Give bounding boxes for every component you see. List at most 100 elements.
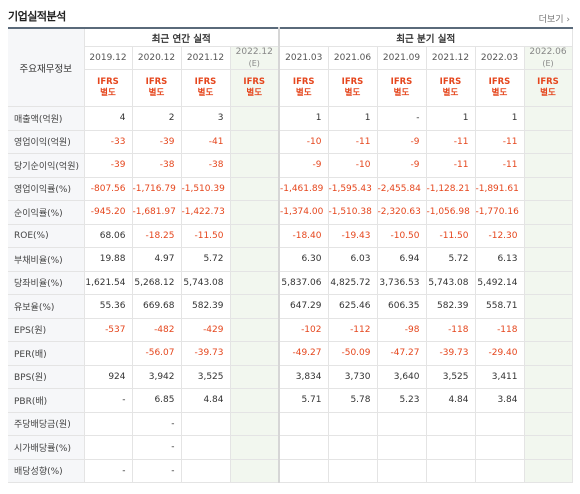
value-cell: -945.20: [84, 200, 133, 225]
value-cell: [230, 224, 280, 248]
value-cell: [524, 200, 573, 225]
row-label[interactable]: 영업이익(억원): [8, 130, 85, 154]
table-row: 유보율(%) 55.36 669.68 582.39 647.29 625.46 606.3…: [8, 294, 573, 319]
accounting-standard-label: IFRS 별도: [230, 69, 280, 107]
accounting-standard-label: IFRS 별도: [524, 69, 573, 107]
value-cell: -1,891.61: [475, 176, 525, 201]
row-label[interactable]: 당기순이익(억원): [8, 153, 85, 178]
row-label[interactable]: 매출액(억원): [8, 106, 85, 131]
value-cell: 6.13: [475, 247, 525, 272]
row-label[interactable]: 순이익률(%): [8, 200, 85, 225]
row-label[interactable]: 유보율(%): [8, 294, 85, 319]
value-cell: -12.30: [475, 224, 525, 248]
table-row: PBR(배) -6.85 4.84 5.71 5.78 5.23 4.84 3.84: [8, 388, 573, 413]
value-cell: -10: [328, 153, 378, 178]
value-cell: [84, 435, 133, 460]
value-cell: [230, 294, 280, 319]
separate-basis-text: 별도: [344, 88, 361, 98]
quarter-group-header: 최근 분기 실적: [279, 27, 573, 47]
value-cell: -49.27: [279, 341, 329, 366]
value-cell: -: [84, 388, 133, 413]
value-cell: [377, 411, 427, 436]
value-cell: 5.71: [279, 388, 329, 413]
value-cell: [524, 224, 573, 248]
value-cell: [524, 317, 573, 342]
annual-group-header: 최근 연간 실적: [84, 27, 280, 47]
value-cell: 6.30: [279, 247, 329, 272]
row-label[interactable]: 당좌비율(%): [8, 271, 85, 295]
value-cell: [279, 435, 329, 460]
value-cell: [230, 153, 280, 178]
value-cell: [230, 459, 280, 483]
value-cell: -1,510.39: [181, 176, 231, 201]
value-cell: -38: [132, 153, 182, 178]
value-cell: -537: [84, 317, 133, 342]
value-cell: 2: [132, 106, 182, 131]
value-cell: -: [132, 459, 182, 483]
value-cell: [426, 459, 476, 483]
value-cell: -1,770.16: [475, 200, 525, 225]
value-cell: -38: [181, 153, 231, 178]
value-cell: [524, 435, 573, 460]
row-label[interactable]: 주당배당금(원): [8, 411, 85, 436]
ifrs-text: IFRS: [390, 77, 413, 87]
row-label[interactable]: ROE(%): [8, 224, 85, 248]
value-cell: [524, 106, 573, 131]
value-cell: 4.84: [426, 388, 476, 413]
value-cell: 924: [84, 365, 133, 389]
separate-basis-text: 별도: [100, 88, 116, 98]
value-cell: -: [132, 435, 182, 460]
value-cell: [328, 435, 378, 460]
value-cell: 4.97: [132, 247, 182, 272]
row-label[interactable]: 배당성향(%): [8, 459, 85, 483]
row-label[interactable]: PER(배): [8, 341, 85, 366]
value-cell: [524, 365, 573, 389]
row-label[interactable]: 부채비율(%): [8, 247, 85, 272]
value-cell: [524, 153, 573, 178]
value-cell: -10: [279, 130, 329, 154]
value-cell: 5,268.12: [132, 271, 182, 295]
row-label[interactable]: 영업이익률(%): [8, 176, 85, 201]
period-header: 2021.06: [328, 46, 378, 70]
value-cell: -482: [132, 317, 182, 342]
accounting-standard-label: IFRS 별도: [377, 69, 427, 107]
value-cell: 5.72: [181, 247, 231, 272]
chevron-right-icon: ›: [566, 15, 570, 25]
row-label[interactable]: BPS(원): [8, 365, 85, 389]
value-cell: -1,056.98: [426, 200, 476, 225]
value-cell: [524, 459, 573, 483]
row-label[interactable]: 시가배당률(%): [8, 435, 85, 460]
value-cell: [475, 459, 525, 483]
value-cell: [524, 341, 573, 366]
value-cell: -11.50: [181, 224, 231, 248]
row-label[interactable]: EPS(원): [8, 317, 85, 342]
value-cell: -33: [84, 130, 133, 154]
value-cell: 3.84: [475, 388, 525, 413]
value-cell: [84, 411, 133, 436]
section-title: 기업실적분석: [8, 10, 66, 23]
accounting-standard-label: IFRS 별도: [279, 69, 329, 107]
financial-table: 주요재무정보 최근 연간 실적 최근 분기 실적 2019.12 2020.12 2…: [8, 27, 573, 483]
value-cell: [377, 459, 427, 483]
value-cell: [230, 317, 280, 342]
value-cell: -18.25: [132, 224, 182, 248]
period-header: 2022.03: [475, 46, 525, 70]
ifrs-text: IFRS: [537, 77, 559, 87]
table-row: 당기순이익(억원) -39 -38 -38 -9 -10 -9 -11 -11: [8, 153, 573, 178]
estimate-mark: (E): [542, 59, 554, 68]
value-cell: -1,510.38: [328, 200, 378, 225]
row-label[interactable]: PBR(배): [8, 388, 85, 413]
more-link[interactable]: 더보기 ›: [539, 12, 570, 25]
separate-basis-text: 별도: [442, 88, 459, 98]
value-cell: [377, 435, 427, 460]
value-cell: -1,128.21: [426, 176, 476, 201]
table-row: 순이익률(%) -945.20 -1,681.97 -1,422.73 -1,374.0…: [8, 200, 573, 225]
value-cell: 3,730: [328, 365, 378, 389]
value-cell: [524, 411, 573, 436]
value-cell: 1: [426, 106, 476, 131]
value-cell: -102: [279, 317, 329, 342]
table-row: BPS(원) 924 3,942 3,525 3,834 3,730 3,640 3,525 3…: [8, 365, 573, 389]
value-cell: -41: [181, 130, 231, 154]
value-cell: [230, 411, 280, 436]
period-label: 2022.06: [529, 47, 567, 57]
